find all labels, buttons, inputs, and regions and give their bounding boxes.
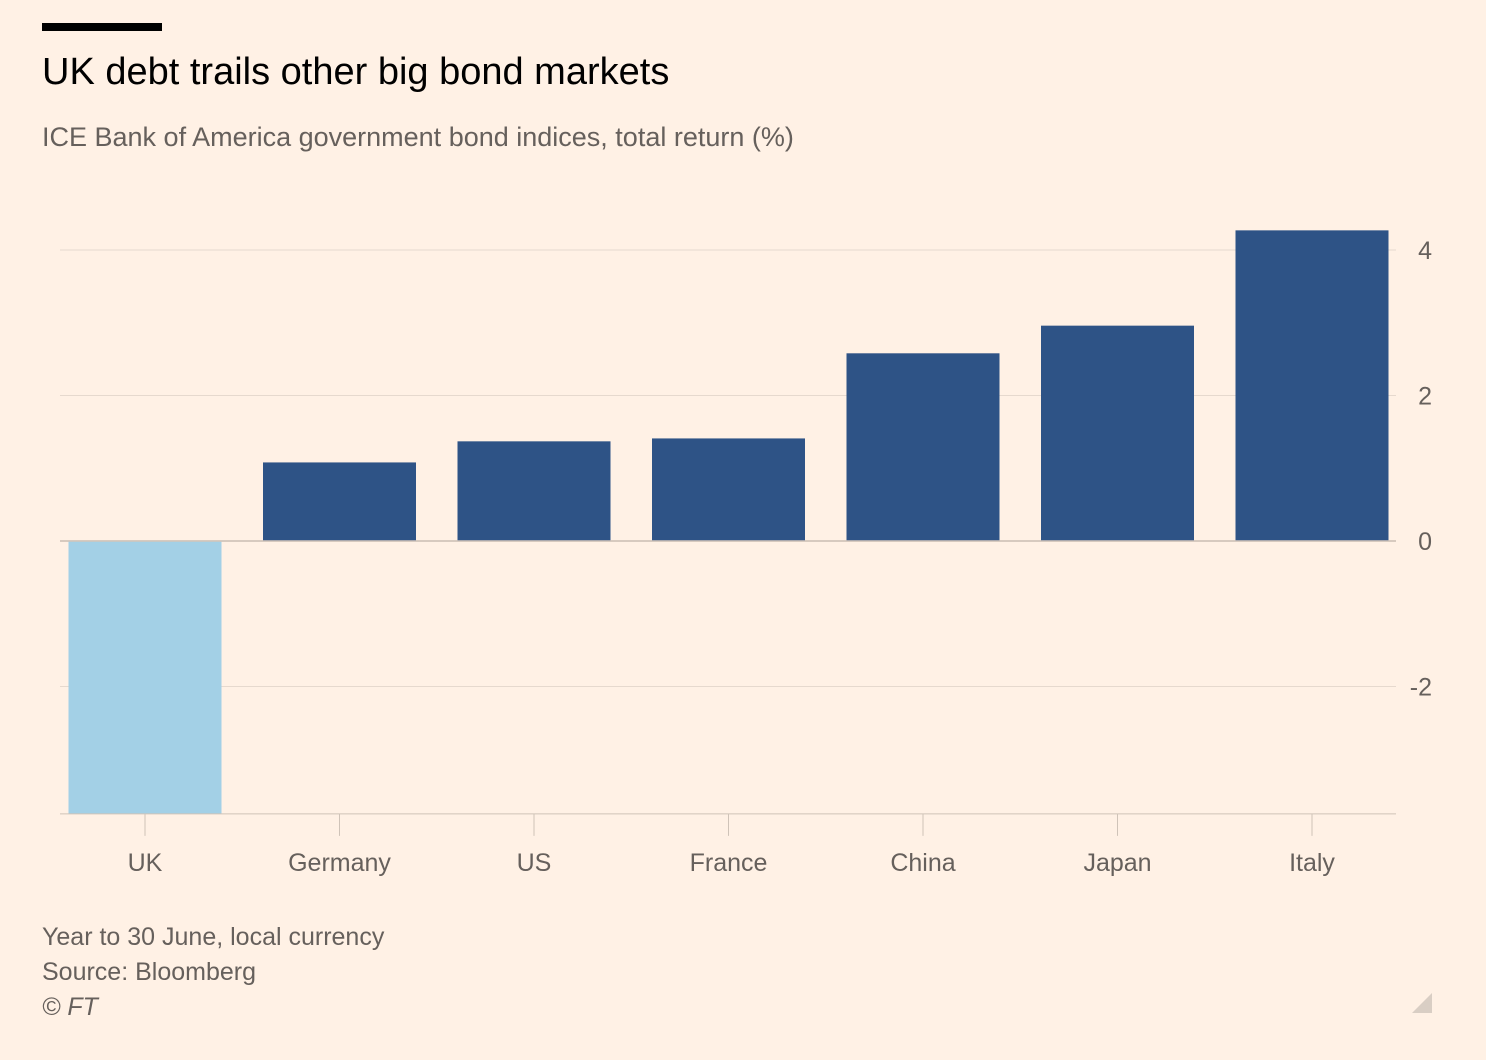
source-note: Source: Bloomberg [42,958,257,986]
bar-chart: -2 0 2 4 UK Germany US France China Japan Italy [60,230,1432,877]
y-tick-label: 4 [1418,237,1432,265]
bar-japan [1041,325,1194,541]
bar-italy [1235,230,1389,542]
x-tick-label: Germany [288,849,391,877]
resize-handle-icon[interactable] [1412,993,1432,1013]
bar-uk [68,541,222,814]
chart-subtitle: ICE Bank of America government bond indi… [42,122,794,152]
footnote: Year to 30 June, local currency [42,923,385,951]
y-tick-label: -2 [1410,674,1432,702]
bar-germany [263,462,416,541]
x-tick-label: Japan [1083,849,1151,877]
chart-title: UK debt trails other big bond markets [42,51,670,93]
bar-china [846,353,1000,541]
x-tick-label: US [517,849,552,877]
top-rule [42,23,162,31]
x-tick-label: China [890,849,955,877]
bar-us [457,441,611,541]
chart-footer: Year to 30 June, local currency Source: … [42,920,384,1025]
x-tick-label: Italy [1289,849,1335,877]
copyright: © FT [42,993,98,1021]
x-tick-label: UK [128,849,163,877]
y-tick-label: 2 [1418,383,1432,411]
y-tick-label: 0 [1418,528,1432,556]
bar-france [652,438,805,541]
x-tick-label: France [690,849,768,877]
